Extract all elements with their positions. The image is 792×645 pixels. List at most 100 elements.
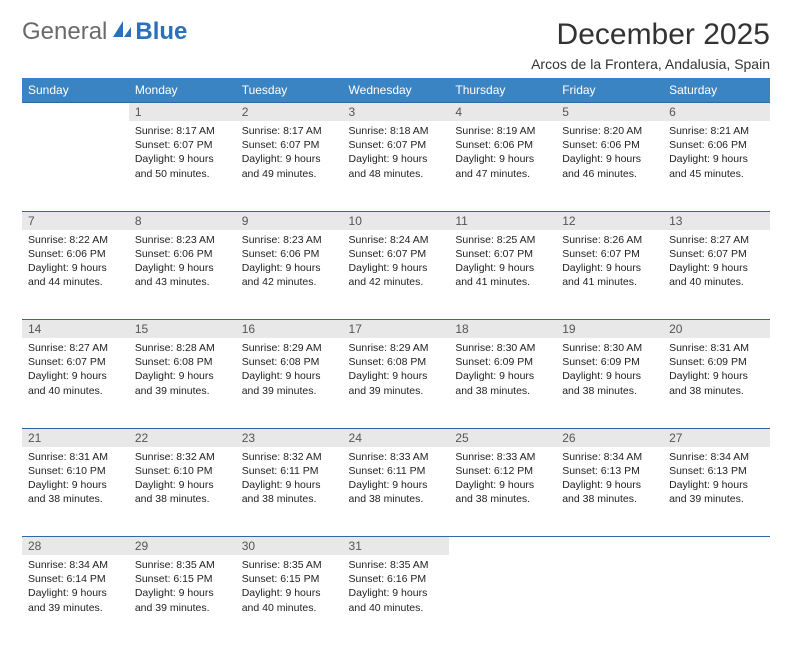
sunset-text: Sunset: 6:09 PM (455, 355, 550, 369)
day-content-cell: Sunrise: 8:32 AMSunset: 6:10 PMDaylight:… (129, 447, 236, 537)
sunrise-text: Sunrise: 8:17 AM (135, 124, 230, 138)
day-number-row: 14151617181920 (22, 320, 770, 339)
day-content-cell: Sunrise: 8:28 AMSunset: 6:08 PMDaylight:… (129, 338, 236, 428)
sunrise-text: Sunrise: 8:34 AM (669, 450, 764, 464)
daylight-text: Daylight: 9 hours and 39 minutes. (135, 586, 230, 614)
daylight-text: Daylight: 9 hours and 39 minutes. (28, 586, 123, 614)
daylight-text: Daylight: 9 hours and 38 minutes. (242, 478, 337, 506)
day-content-cell: Sunrise: 8:18 AMSunset: 6:07 PMDaylight:… (343, 121, 450, 211)
daylight-text: Daylight: 9 hours and 42 minutes. (242, 261, 337, 289)
day-content-cell (449, 555, 556, 645)
daylight-text: Daylight: 9 hours and 48 minutes. (349, 152, 444, 180)
sunrise-text: Sunrise: 8:31 AM (28, 450, 123, 464)
day-number-cell: 26 (556, 428, 663, 447)
sunset-text: Sunset: 6:07 PM (669, 247, 764, 261)
daylight-text: Daylight: 9 hours and 39 minutes. (135, 369, 230, 397)
sunrise-text: Sunrise: 8:27 AM (28, 341, 123, 355)
day-content-cell: Sunrise: 8:31 AMSunset: 6:10 PMDaylight:… (22, 447, 129, 537)
day-number-cell: 8 (129, 211, 236, 230)
sunset-text: Sunset: 6:07 PM (562, 247, 657, 261)
day-number-cell: 21 (22, 428, 129, 447)
daylight-text: Daylight: 9 hours and 39 minutes. (669, 478, 764, 506)
sunrise-text: Sunrise: 8:31 AM (669, 341, 764, 355)
header: General Blue December 2025 Arcos de la F… (22, 18, 770, 72)
sunset-text: Sunset: 6:16 PM (349, 572, 444, 586)
logo: General Blue (22, 18, 187, 46)
day-content-row: Sunrise: 8:17 AMSunset: 6:07 PMDaylight:… (22, 121, 770, 211)
day-content-cell: Sunrise: 8:27 AMSunset: 6:07 PMDaylight:… (663, 230, 770, 320)
day-number-cell: 11 (449, 211, 556, 230)
sunrise-text: Sunrise: 8:23 AM (242, 233, 337, 247)
day-number-row: 78910111213 (22, 211, 770, 230)
daylight-text: Daylight: 9 hours and 41 minutes. (455, 261, 550, 289)
weekday-header: Saturday (663, 78, 770, 103)
day-number-row: 28293031 (22, 537, 770, 556)
day-content-cell: Sunrise: 8:19 AMSunset: 6:06 PMDaylight:… (449, 121, 556, 211)
page-subtitle: Arcos de la Frontera, Andalusia, Spain (531, 56, 770, 72)
sunset-text: Sunset: 6:10 PM (28, 464, 123, 478)
weekday-header-row: Sunday Monday Tuesday Wednesday Thursday… (22, 78, 770, 103)
sunrise-text: Sunrise: 8:32 AM (135, 450, 230, 464)
daylight-text: Daylight: 9 hours and 38 minutes. (669, 369, 764, 397)
day-content-row: Sunrise: 8:34 AMSunset: 6:14 PMDaylight:… (22, 555, 770, 645)
day-content-cell: Sunrise: 8:20 AMSunset: 6:06 PMDaylight:… (556, 121, 663, 211)
day-number-cell (663, 537, 770, 556)
day-number-cell (449, 537, 556, 556)
day-number-cell: 2 (236, 103, 343, 122)
sunrise-text: Sunrise: 8:35 AM (135, 558, 230, 572)
weekday-header: Friday (556, 78, 663, 103)
sunset-text: Sunset: 6:08 PM (242, 355, 337, 369)
day-number-cell: 13 (663, 211, 770, 230)
sunrise-text: Sunrise: 8:29 AM (242, 341, 337, 355)
day-content-cell: Sunrise: 8:32 AMSunset: 6:11 PMDaylight:… (236, 447, 343, 537)
day-number-cell (22, 103, 129, 122)
sunset-text: Sunset: 6:06 PM (242, 247, 337, 261)
day-content-cell: Sunrise: 8:17 AMSunset: 6:07 PMDaylight:… (129, 121, 236, 211)
daylight-text: Daylight: 9 hours and 38 minutes. (349, 478, 444, 506)
day-number-cell: 27 (663, 428, 770, 447)
sunset-text: Sunset: 6:09 PM (669, 355, 764, 369)
weekday-header: Tuesday (236, 78, 343, 103)
sunrise-text: Sunrise: 8:28 AM (135, 341, 230, 355)
sunset-text: Sunset: 6:11 PM (242, 464, 337, 478)
day-content-cell: Sunrise: 8:24 AMSunset: 6:07 PMDaylight:… (343, 230, 450, 320)
sunrise-text: Sunrise: 8:27 AM (669, 233, 764, 247)
day-number-cell: 3 (343, 103, 450, 122)
sunrise-text: Sunrise: 8:20 AM (562, 124, 657, 138)
day-content-cell (663, 555, 770, 645)
sunset-text: Sunset: 6:08 PM (135, 355, 230, 369)
sunset-text: Sunset: 6:06 PM (562, 138, 657, 152)
day-number-cell: 6 (663, 103, 770, 122)
day-content-cell: Sunrise: 8:34 AMSunset: 6:13 PMDaylight:… (663, 447, 770, 537)
sunset-text: Sunset: 6:07 PM (28, 355, 123, 369)
day-number-cell: 10 (343, 211, 450, 230)
day-number-cell: 25 (449, 428, 556, 447)
day-content-row: Sunrise: 8:31 AMSunset: 6:10 PM Daylight:… (22, 447, 770, 537)
day-number-row: 21222324252627 (22, 428, 770, 447)
weekday-header: Monday (129, 78, 236, 103)
day-content-row: Sunrise: 8:27 AMSunset: 6:07 PM Daylight:… (22, 338, 770, 428)
day-content-cell: Sunrise: 8:31 AMSunset: 6:09 PMDaylight:… (663, 338, 770, 428)
sunset-text: Sunset: 6:06 PM (669, 138, 764, 152)
day-number-cell: 12 (556, 211, 663, 230)
sunset-text: Sunset: 6:07 PM (455, 247, 550, 261)
daylight-text: Daylight: 9 hours and 47 minutes. (455, 152, 550, 180)
day-content-cell: Sunrise: 8:23 AMSunset: 6:06 PMDaylight:… (236, 230, 343, 320)
day-content-cell: Sunrise: 8:30 AMSunset: 6:09 PMDaylight:… (449, 338, 556, 428)
day-number-cell (556, 537, 663, 556)
sunset-text: Sunset: 6:06 PM (455, 138, 550, 152)
day-content-cell: Sunrise: 8:35 AMSunset: 6:16 PMDaylight:… (343, 555, 450, 645)
day-number-cell: 18 (449, 320, 556, 339)
logo-text-blue: Blue (135, 18, 187, 46)
day-content-cell: Sunrise: 8:25 AMSunset: 6:07 PMDaylight:… (449, 230, 556, 320)
day-number-cell: 17 (343, 320, 450, 339)
day-number-cell: 14 (22, 320, 129, 339)
sunset-text: Sunset: 6:12 PM (455, 464, 550, 478)
sunrise-text: Sunrise: 8:24 AM (349, 233, 444, 247)
daylight-text: Daylight: 9 hours and 38 minutes. (455, 478, 550, 506)
daylight-text: Daylight: 9 hours and 50 minutes. (135, 152, 230, 180)
title-block: December 2025 Arcos de la Frontera, Anda… (531, 18, 770, 72)
day-number-cell: 31 (343, 537, 450, 556)
day-content-cell: Sunrise: 8:35 AMSunset: 6:15 PMDaylight:… (236, 555, 343, 645)
sunrise-text: Sunrise: 8:25 AM (455, 233, 550, 247)
